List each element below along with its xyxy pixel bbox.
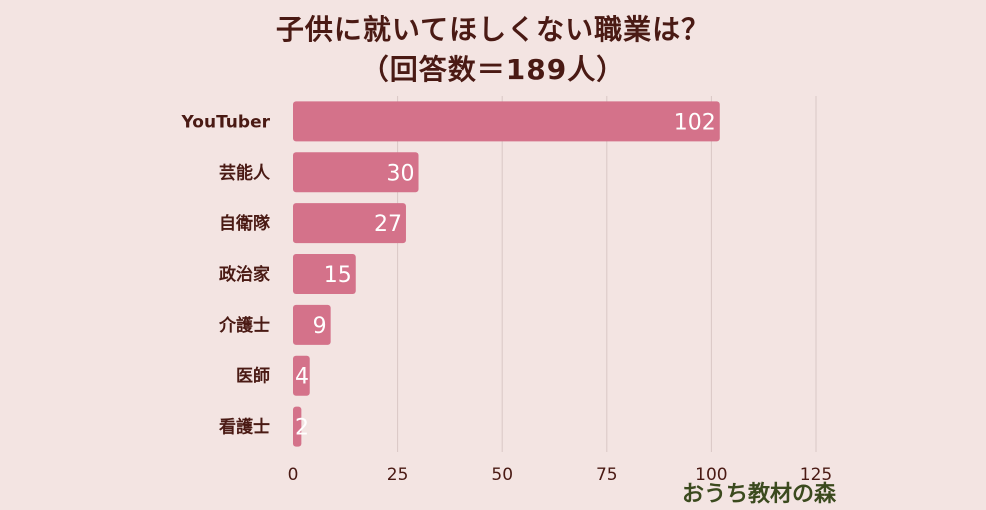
x-tick-label: 25 [387, 465, 409, 485]
bar [293, 355, 310, 396]
x-tick-label: 0 [288, 465, 299, 485]
category-label: 政治家 [219, 264, 270, 285]
bar [293, 254, 356, 294]
chart-title: 子供に就いてほしくない職業は？ [275, 13, 711, 46]
bar [293, 406, 302, 447]
data-label: 102 [674, 110, 716, 135]
data-label: 9 [313, 314, 327, 339]
x-tick-label: 125 [800, 465, 832, 485]
category-label: 自衛隊 [219, 213, 271, 234]
data-label: 27 [374, 212, 402, 237]
data-label: 15 [324, 263, 352, 288]
bar [293, 304, 331, 345]
bar [293, 203, 406, 244]
x-tick-label: 100 [695, 465, 727, 485]
data-label: 4 [295, 365, 309, 390]
bar [293, 152, 419, 193]
data-label: 2 [295, 416, 309, 441]
bar [293, 101, 720, 142]
category-label: YouTuber [181, 112, 271, 132]
chart-subtitle: （回答数＝189人） [360, 53, 626, 86]
category-label: 介護士 [218, 315, 270, 336]
category-label: 看護士 [218, 417, 270, 438]
x-tick-label: 75 [596, 465, 618, 485]
watermark-logo: おうち教材の森 [681, 481, 836, 507]
data-label: 30 [387, 161, 415, 186]
x-tick-label: 50 [491, 465, 513, 485]
category-label: 芸能人 [219, 162, 271, 183]
category-label: 医師 [236, 366, 270, 387]
